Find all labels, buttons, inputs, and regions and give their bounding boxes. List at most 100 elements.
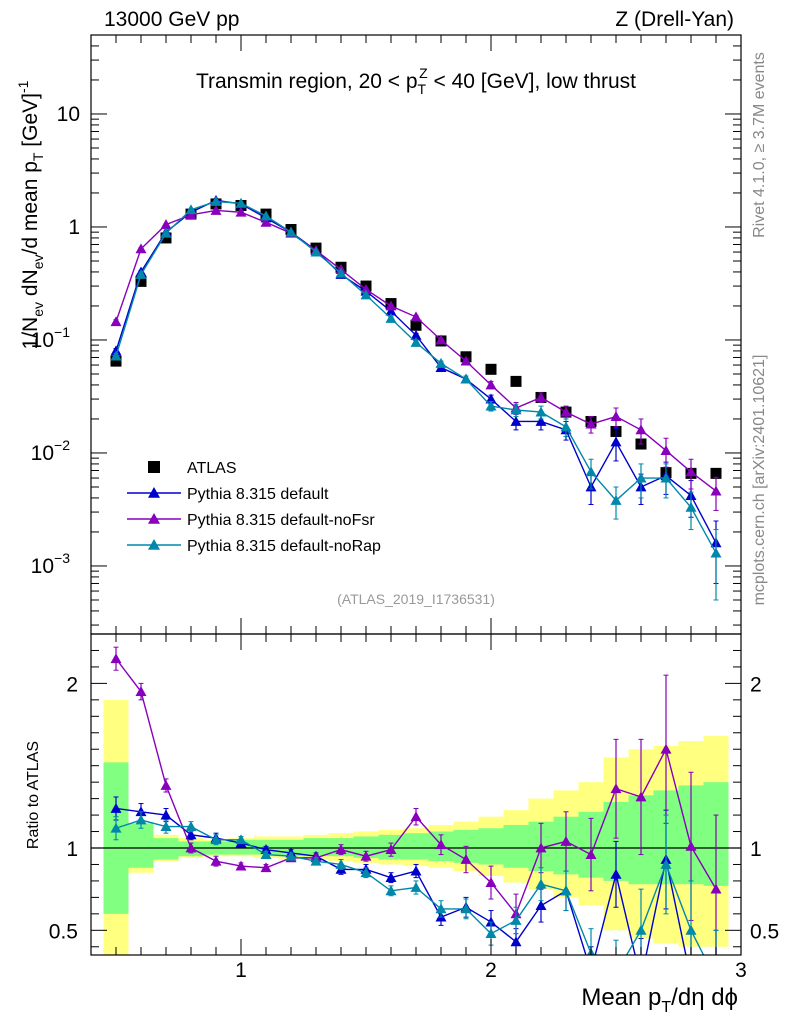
ratio-point bbox=[235, 834, 247, 845]
data-point-mc bbox=[160, 227, 172, 238]
data-point-mc bbox=[610, 411, 622, 421]
data-point-mc bbox=[385, 305, 397, 316]
data-point-mc bbox=[210, 196, 222, 206]
ratio-point bbox=[185, 842, 197, 853]
y-tick-label: 1 bbox=[68, 216, 80, 239]
uncertainty-band-inner bbox=[503, 824, 529, 868]
data-point-atlas bbox=[410, 319, 422, 331]
data-point-atlas bbox=[510, 375, 522, 387]
ratio-y-tick-label-right: 1 bbox=[750, 838, 762, 861]
data-point-mc bbox=[260, 210, 272, 221]
data-point-mc bbox=[110, 350, 122, 361]
data-point-mc bbox=[710, 485, 722, 496]
data-point-mc bbox=[660, 472, 672, 483]
ratio-point bbox=[485, 928, 497, 938]
data-point-mc bbox=[410, 329, 422, 340]
data-point-mc bbox=[635, 424, 647, 435]
ratio-point bbox=[335, 858, 347, 869]
legend-marker-mc bbox=[148, 539, 160, 550]
ratio-point bbox=[485, 916, 497, 927]
data-point-mc bbox=[660, 445, 672, 455]
data-point-mc bbox=[585, 418, 597, 429]
data-point-mc bbox=[285, 226, 297, 237]
ratio-point bbox=[711, 974, 722, 984]
ratio-point bbox=[586, 966, 597, 976]
ratio-point bbox=[660, 743, 672, 754]
data-point-mc bbox=[710, 547, 722, 558]
data-point-mc bbox=[460, 355, 472, 366]
data-point-mc bbox=[110, 345, 122, 356]
x-tick-label: 2 bbox=[485, 959, 497, 982]
data-point-mc bbox=[410, 311, 422, 322]
ratio-point bbox=[260, 849, 272, 859]
data-point-mc bbox=[210, 204, 222, 215]
ratio-point bbox=[635, 924, 647, 935]
data-point-mc bbox=[160, 219, 172, 229]
ratio-point bbox=[560, 885, 572, 896]
ratio-point bbox=[560, 835, 572, 846]
ratio-y-axis-label: Ratio to ATLAS bbox=[25, 741, 42, 849]
data-point-mc bbox=[385, 312, 397, 323]
ratio-point bbox=[185, 821, 197, 831]
data-point-mc bbox=[310, 246, 322, 257]
ratio-point bbox=[685, 840, 697, 851]
data-point-mc bbox=[385, 300, 397, 311]
ratio-point bbox=[160, 809, 172, 820]
main-y-axis-label: 1/Nev dNev/d mean pT [GeV]-1 bbox=[15, 80, 46, 349]
data-point-mc bbox=[560, 406, 572, 417]
y-tick-label: 10−2 bbox=[31, 437, 71, 465]
data-point-mc bbox=[360, 283, 372, 294]
ratio-point bbox=[710, 883, 722, 894]
ratio-point bbox=[686, 974, 697, 984]
uncertainty-band-inner bbox=[478, 828, 504, 865]
data-point-mc bbox=[410, 336, 422, 347]
data-point-mc bbox=[535, 415, 547, 426]
data-point-mc bbox=[535, 391, 547, 402]
uncertainty-band-inner bbox=[353, 836, 379, 858]
ratio-point bbox=[585, 849, 597, 859]
uncertainty-band-inner bbox=[153, 838, 179, 860]
main-plot-data-layer bbox=[110, 194, 722, 601]
ratio-point bbox=[360, 850, 372, 861]
data-point-mc bbox=[335, 267, 347, 278]
main-plot-axes: 10−3 10−2 10−1 1 10 bbox=[31, 34, 741, 634]
ratio-point bbox=[385, 844, 397, 855]
ratio-point bbox=[410, 811, 422, 822]
legend: ATLAS Pythia 8.315 default Pythia 8.315 de… bbox=[127, 460, 381, 555]
ratio-point bbox=[460, 903, 472, 914]
ratio-point bbox=[335, 844, 347, 855]
legend-label: Pythia 8.315 default bbox=[187, 486, 329, 503]
ratio-point bbox=[635, 791, 647, 802]
data-point-mc bbox=[560, 421, 572, 432]
data-point-mc bbox=[685, 466, 697, 477]
header-right: Z (Drell-Yan) bbox=[615, 8, 734, 31]
analysis-watermark: (ATLAS_2019_I1736531) bbox=[337, 591, 495, 607]
data-point-mc bbox=[235, 206, 247, 217]
ratio-point bbox=[285, 850, 297, 861]
y-tick-label: 10 bbox=[57, 103, 80, 126]
series-line-2 bbox=[115, 209, 717, 492]
ratio-point bbox=[185, 829, 197, 840]
ratio-point bbox=[135, 686, 147, 697]
data-point-mc bbox=[485, 400, 497, 411]
ratio-point bbox=[510, 914, 522, 925]
ratio-point bbox=[535, 842, 547, 853]
ratio-point bbox=[260, 862, 272, 873]
data-point-atlas bbox=[160, 232, 172, 244]
data-point-mc bbox=[485, 379, 497, 390]
y-tick-label: 10−1 bbox=[31, 324, 71, 352]
ratio-plot-axes: 0.5 0.5 1 1 2 2 1 2 3 bbox=[49, 634, 779, 982]
ratio-y-tick-label: 1 bbox=[66, 838, 78, 861]
ratio-point bbox=[385, 872, 397, 883]
data-point-mc bbox=[610, 436, 622, 447]
data-point-mc bbox=[460, 373, 472, 384]
x-tick-label: 3 bbox=[735, 959, 747, 982]
ratio-point bbox=[410, 865, 422, 876]
legend-marker-mc bbox=[148, 513, 160, 524]
data-point-mc bbox=[435, 334, 447, 345]
ratio-point bbox=[535, 878, 547, 889]
ratio-point bbox=[135, 806, 147, 817]
ratio-point bbox=[460, 854, 472, 864]
data-point-mc bbox=[510, 404, 522, 415]
